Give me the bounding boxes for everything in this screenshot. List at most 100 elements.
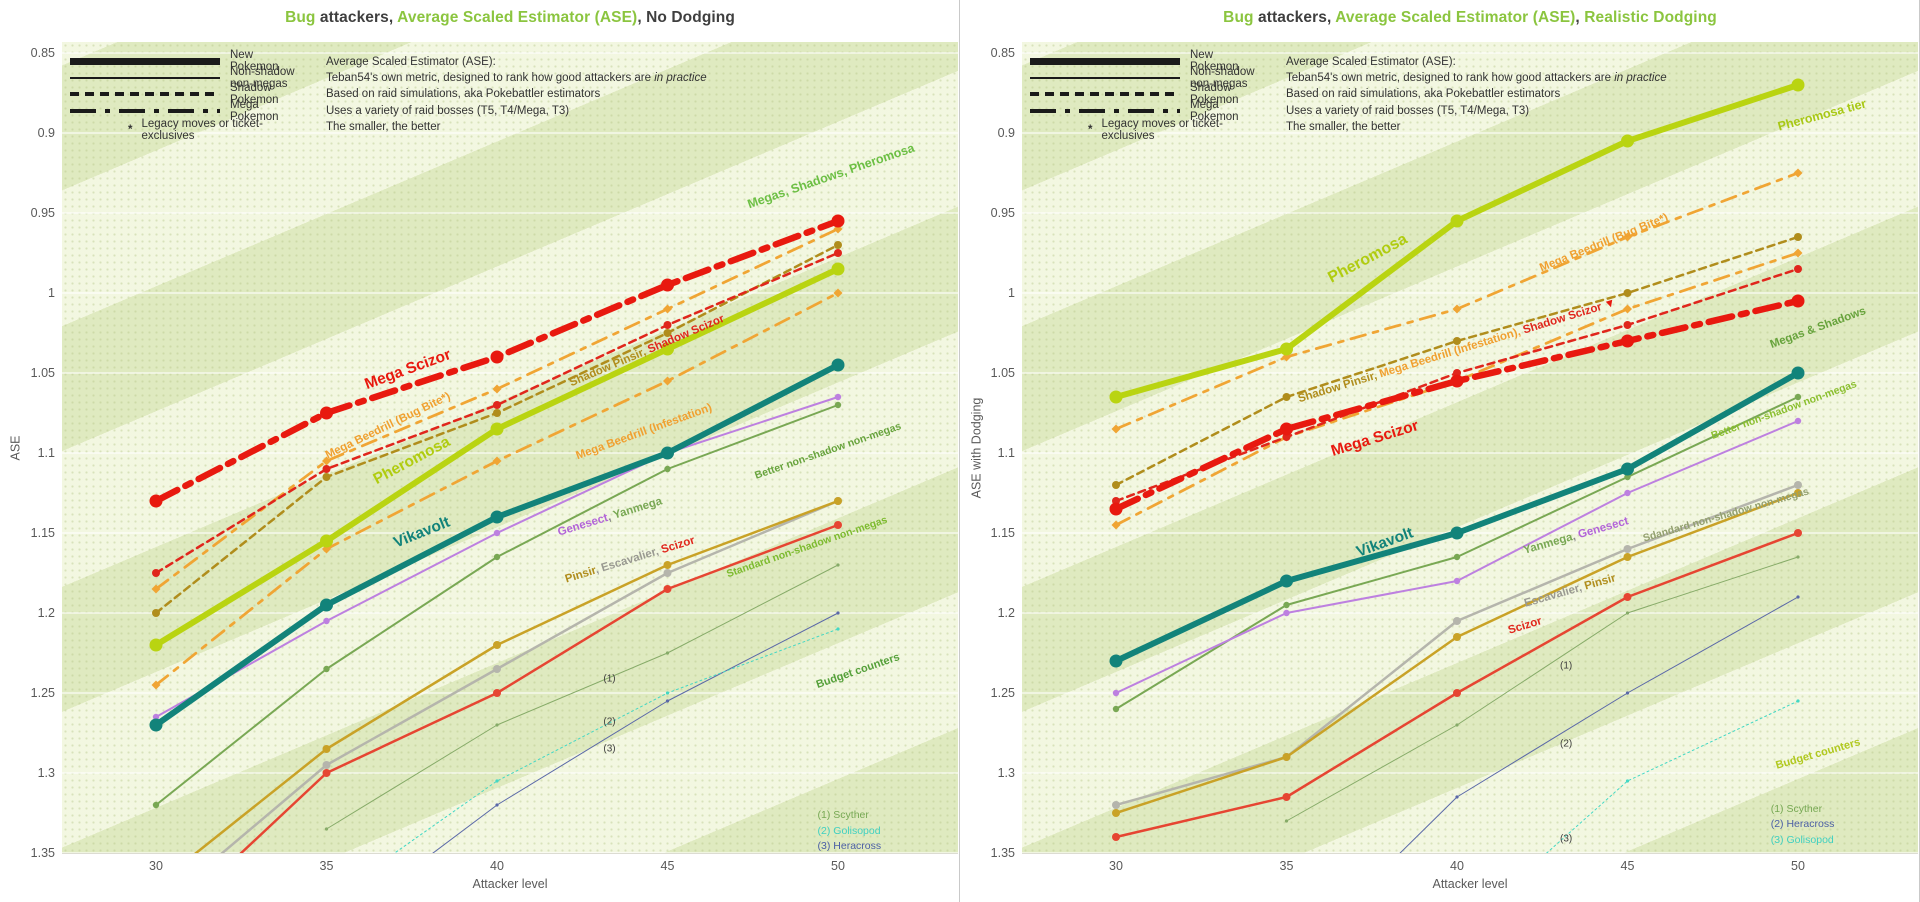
data-point-pheromosa bbox=[1280, 342, 1293, 356]
series-line-shadow-scizor bbox=[154, 251, 840, 575]
legend-row: Mega Pokemon bbox=[70, 99, 298, 123]
data-point-mega-scizor bbox=[149, 494, 163, 508]
y-tick-label: 0.9 bbox=[37, 126, 55, 140]
y-tick-label: 1.35 bbox=[990, 846, 1015, 860]
series-line-shadow-pinsir bbox=[1114, 235, 1800, 487]
data-point-mega-beedrill-infestation- bbox=[663, 376, 672, 386]
data-point-mega-scizor bbox=[1280, 422, 1293, 436]
data-point-pheromosa bbox=[1621, 134, 1634, 148]
data-point-shadow-pinsir bbox=[834, 241, 842, 249]
data-point-mega-scizor bbox=[1109, 502, 1123, 516]
series-line-yanmega bbox=[1115, 396, 1799, 710]
metric-line3: Based on raid simulations, aka Pokebattl… bbox=[1286, 88, 1561, 101]
metric-line2: Teban54's own metric, designed to rank h… bbox=[1286, 70, 1667, 86]
data-point-mega-scizor bbox=[1450, 374, 1464, 388]
legend-label: Mega Pokemon bbox=[1190, 98, 1239, 123]
data-point-mega-beedrill-bug-bite- bbox=[1793, 168, 1803, 178]
legend-line-sample-new bbox=[1030, 57, 1180, 65]
data-point-yanmega bbox=[664, 465, 671, 473]
data-point-shadow-pinsir bbox=[1112, 481, 1120, 489]
annotation--2-: (2) bbox=[603, 716, 615, 727]
asterisk: * bbox=[128, 124, 133, 136]
data-point-mega-beedrill-bug-bite- bbox=[1452, 304, 1462, 314]
data-point-mega-beedrill-bug-bite- bbox=[151, 584, 161, 594]
data-point-genesect bbox=[1624, 489, 1631, 497]
data-point-shadow-scizor bbox=[1794, 265, 1802, 273]
metric-description: Average Scaled Estimator (ASE): Teban54'… bbox=[326, 53, 707, 139]
data-point-scizor bbox=[493, 689, 501, 697]
data-point-yanmega bbox=[493, 553, 501, 561]
y-tick-label: 0.95 bbox=[30, 206, 55, 220]
data-point-escavalier bbox=[322, 761, 331, 769]
budget-counter-key-line: (2) Golisopod bbox=[817, 824, 881, 837]
data-point-escavalier bbox=[663, 569, 672, 577]
data-point-heracross bbox=[836, 611, 840, 615]
metric-heading: Average Scaled Estimator (ASE): bbox=[326, 56, 496, 68]
chart-title-part: , No Dodging bbox=[637, 9, 735, 26]
metric-line4: Uses a variety of raid bosses (T5, T4/Me… bbox=[326, 104, 570, 117]
data-point-mega-scizor bbox=[490, 350, 504, 364]
x-tick-label: 50 bbox=[831, 859, 845, 873]
data-point-heracross bbox=[665, 699, 670, 703]
data-point-shadow-scizor bbox=[493, 401, 501, 409]
legend-row: Non-shadow non-megas bbox=[70, 66, 298, 90]
x-tick-label: 40 bbox=[1450, 859, 1464, 873]
data-point-pinsir bbox=[1794, 489, 1802, 497]
legend-items: New Pokemon Non-shadow non-megas Shadow … bbox=[70, 49, 298, 142]
data-point-scyther bbox=[836, 563, 840, 567]
data-point-scizor bbox=[834, 521, 842, 529]
y-tick-label: 1.25 bbox=[30, 686, 55, 700]
annotation--3-: (3) bbox=[1560, 833, 1572, 844]
legend-label: Non-shadow non-megas bbox=[230, 65, 295, 90]
y-tick-label: 0.85 bbox=[30, 46, 55, 60]
data-point-heracross bbox=[1796, 595, 1800, 599]
series-line-golisopod bbox=[393, 628, 839, 853]
data-point-escavalier bbox=[1623, 545, 1632, 553]
data-point-mega-scizor bbox=[1621, 334, 1634, 348]
data-point-vikavolt bbox=[1621, 462, 1634, 476]
data-point-scyther bbox=[495, 723, 499, 727]
data-point-pinsir bbox=[1623, 553, 1632, 561]
annotation-part: (1) bbox=[603, 673, 616, 685]
chart-panel-no-dodging: Bug attackers, Average Scaled Estimator … bbox=[8, 0, 960, 902]
data-point-scizor bbox=[1623, 593, 1632, 601]
y-tick-label: 1 bbox=[48, 286, 55, 300]
data-point-pheromosa bbox=[1109, 390, 1123, 404]
asterisk: * bbox=[1088, 124, 1093, 136]
legend-label: Non-shadow non-megas bbox=[1190, 65, 1255, 90]
series-line-escavalier bbox=[220, 499, 840, 853]
legend-footnote: * Legacy moves or ticket-exclusives bbox=[70, 118, 298, 142]
legend: New Pokemon Non-shadow non-megas Shadow … bbox=[1030, 49, 1667, 142]
data-point-scyther bbox=[1796, 555, 1800, 559]
chart-title-part: Average Scaled Estimator (ASE) bbox=[397, 9, 638, 26]
data-point-escavalier bbox=[1112, 801, 1120, 809]
series-line-golisopod bbox=[1545, 700, 1799, 853]
data-point-yanmega bbox=[1283, 601, 1290, 609]
data-point-pheromosa bbox=[1450, 214, 1464, 228]
data-point-yanmega bbox=[1112, 705, 1120, 713]
chart-title-part: attackers, bbox=[1253, 9, 1336, 26]
data-point-shadow-pinsir bbox=[1623, 289, 1632, 297]
legend-line-sample-thin bbox=[70, 76, 220, 79]
series-line-mega-beedrill-infestation- bbox=[1114, 251, 1800, 527]
data-point-vikavolt bbox=[1791, 366, 1805, 380]
data-point-golisopod bbox=[495, 779, 499, 783]
data-point-vikavolt bbox=[1109, 654, 1123, 668]
chart-title-part: Bug bbox=[285, 9, 316, 26]
y-tick-label: 1.3 bbox=[37, 766, 55, 780]
chart-title: Bug attackers, Average Scaled Estimator … bbox=[62, 9, 958, 27]
metric-line2: Teban54's own metric, designed to rank h… bbox=[326, 70, 707, 86]
data-point-genesect bbox=[1112, 689, 1120, 697]
data-point-yanmega bbox=[1453, 553, 1461, 561]
data-point-scyther bbox=[1625, 611, 1630, 615]
data-point-mega-beedrill-bug-bite- bbox=[322, 456, 331, 466]
y-tick-label: 1.2 bbox=[997, 606, 1015, 620]
data-point-escavalier bbox=[493, 665, 501, 673]
legend-label: Shadow Pokemon bbox=[1190, 82, 1239, 107]
data-point-scizor bbox=[663, 585, 672, 593]
data-point-shadow-pinsir bbox=[322, 473, 331, 481]
data-point-scizor bbox=[1282, 793, 1291, 801]
data-point-pinsir bbox=[663, 561, 672, 569]
legend-footnote-text: Legacy moves or ticket-exclusives bbox=[141, 118, 263, 142]
